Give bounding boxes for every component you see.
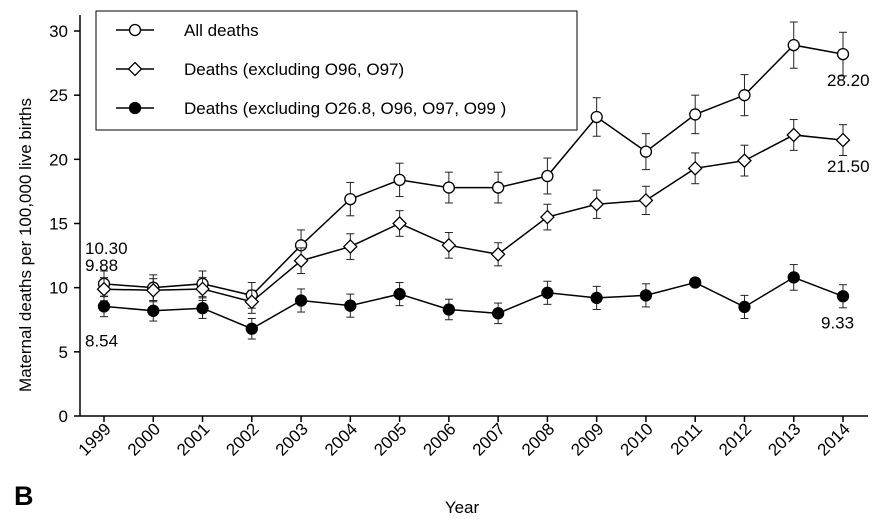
marker-open-circle [787,38,800,52]
marker-filled-circle [491,307,505,320]
marker-open-circle [128,23,142,37]
data-label: 28.20 [827,71,870,90]
marker-filled-circle [97,300,111,313]
data-label: 8.54 [85,331,118,350]
marker-open-circle [639,145,653,158]
panel-label: B [14,481,34,511]
marker-open-diamond [342,239,358,255]
marker-filled-circle [541,286,554,299]
marker-filled-circle [442,303,456,316]
marker-open-circle [393,173,406,187]
marker-open-circle [590,110,603,124]
y-tick-label: 5 [59,343,68,362]
marker-open-diamond [835,132,851,148]
marker-open-diamond [127,61,143,77]
legend-label: Deaths (excluding O96, O97) [184,60,404,79]
x-tick-label: 2007 [469,419,509,459]
marker-open-diamond [244,294,260,310]
marker-filled-circle [787,271,800,284]
x-tick-label: 2003 [272,419,312,459]
annotation-layer: 10.309.88 8.54 28.20 21.50 9.33 [85,71,870,350]
x-tick-label: 2013 [764,419,804,459]
y-tick-label: 30 [49,22,68,41]
data-label: 9.88 [85,256,118,275]
x-tick-label: 1999 [75,419,115,459]
marker-open-diamond [687,160,703,176]
legend: All deaths Deaths (excluding O96, O97) Dea… [95,10,578,131]
marker-open-circle [344,192,357,206]
y-tick-label: 0 [59,407,68,426]
marker-filled-circle [147,304,160,317]
marker-open-diamond [441,237,457,253]
data-label: 10.30 [85,239,128,258]
marker-open-diamond [490,246,506,262]
marker-open-diamond [786,127,802,143]
marker-filled-circle [689,276,702,289]
marker-open-diamond [392,216,408,231]
series-line [103,134,844,303]
marker-open-circle [836,47,850,61]
legend-label: All deaths [184,21,259,40]
data-label: 9.33 [821,313,854,332]
x-tick-label: 2009 [567,419,607,459]
marker-filled-circle [294,294,308,307]
marker-open-circle [491,181,505,194]
marker-filled-circle [590,291,603,305]
marker-filled-circle [196,302,209,315]
marker-open-diamond [737,153,752,169]
marker-filled-circle [245,322,258,335]
marker-open-diamond [589,196,605,212]
marker-open-circle [689,108,702,121]
marker-filled-circle [738,300,751,314]
y-tick-label: 25 [49,86,68,105]
x-tick-label: 2005 [370,419,410,459]
marker-open-circle [541,169,554,183]
marker-open-circle [442,181,456,194]
series-2 [96,119,851,314]
legend-box [95,10,578,131]
y-tick-label: 15 [49,215,68,234]
marker-filled-circle [836,290,850,303]
marker-open-diamond [145,282,161,298]
y-tick-label: 20 [49,150,68,169]
x-tick-label: 2014 [814,419,854,459]
x-tick-label: 2004 [321,419,361,459]
x-tick-label: 2011 [667,419,706,458]
x-tick-label: 2010 [617,419,657,459]
series-layer [96,21,851,340]
marker-open-diamond [539,209,555,225]
marker-filled-circle [639,289,653,302]
marker-filled-circle [344,299,357,312]
marker-open-diamond [293,253,309,269]
x-tick-label: 2012 [715,419,755,459]
x-tick-label: 2001 [173,419,213,459]
data-label: 21.50 [827,157,870,176]
x-tick-label: 2008 [518,419,558,459]
y-axis-title: Maternal deaths per 100,000 live births [16,98,35,392]
series-line [103,44,844,297]
marker-open-diamond [638,192,654,208]
series-line [103,276,844,330]
series-3 [97,264,850,340]
marker-open-diamond [195,281,210,297]
marker-filled-circle [393,287,406,301]
x-tick-label: 2002 [222,419,262,459]
x-axis-title: Year [445,498,480,517]
legend-label: Deaths (excluding O26.8, O96, O97, O99 ) [184,99,506,118]
y-tick-label: 10 [49,279,68,298]
marker-open-circle [738,89,751,102]
x-tick-label: 2006 [420,419,460,459]
marker-filled-circle [128,101,142,115]
x-tick-label: 2000 [124,419,164,459]
